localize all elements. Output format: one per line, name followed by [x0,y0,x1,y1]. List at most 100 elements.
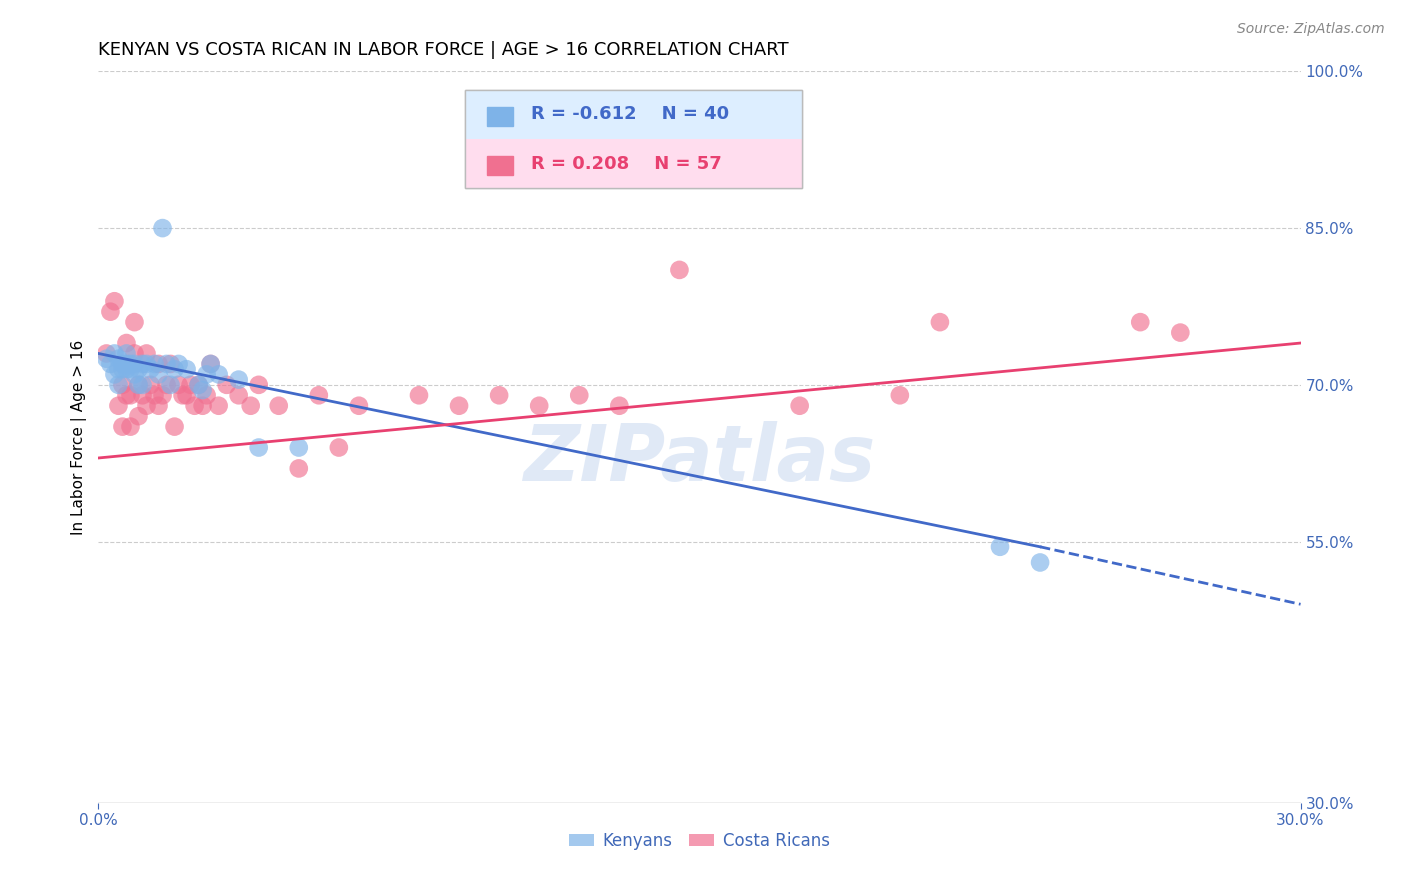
Point [288,461,311,475]
Point [200,357,222,371]
Point [120,357,142,371]
Point [100,304,122,318]
Point [148,399,170,413]
Point [107,399,129,413]
Point [408,388,430,402]
Point [111,419,134,434]
Point [668,263,690,277]
Text: KENYAN VS COSTA RICAN IN LABOR FORCE | AGE > 16 CORRELATION CHART: KENYAN VS COSTA RICAN IN LABOR FORCE | A… [98,41,789,59]
Point [167,377,190,392]
Point [176,362,198,376]
Point [128,409,150,424]
Point [111,357,134,371]
Point [131,388,153,402]
Text: Source: ZipAtlas.com: Source: ZipAtlas.com [1237,22,1385,37]
Point [187,377,209,392]
Point [155,377,177,392]
Point [347,399,370,413]
Point [200,357,222,371]
Point [107,362,129,376]
Point [124,315,146,329]
Point [111,362,134,376]
Point [195,368,218,382]
Point [988,540,1011,554]
Point [288,441,311,455]
Point [103,346,125,360]
Point [929,315,952,329]
Point [889,388,911,402]
Point [131,377,153,392]
Text: R = -0.612    N = 40: R = -0.612 N = 40 [531,105,730,123]
Point [1129,315,1152,329]
FancyBboxPatch shape [486,106,513,126]
FancyBboxPatch shape [465,90,801,139]
Point [191,383,214,397]
Point [115,336,138,351]
Point [183,399,205,413]
Point [128,362,150,376]
Point [609,399,631,413]
Point [131,357,153,371]
Point [709,148,731,162]
Point [159,357,181,371]
Point [124,357,146,371]
Point [488,388,510,402]
Point [163,362,186,376]
Point [187,377,209,392]
Y-axis label: In Labor Force | Age > 16: In Labor Force | Age > 16 [72,340,87,534]
Point [789,399,811,413]
Point [120,362,142,376]
Point [239,399,262,413]
FancyBboxPatch shape [465,90,801,188]
Point [152,221,174,235]
Point [135,346,157,360]
Point [1029,556,1052,570]
FancyBboxPatch shape [486,156,513,175]
Point [128,377,150,392]
Point [120,388,142,402]
Point [172,388,194,402]
Point [208,399,231,413]
Point [159,377,181,392]
Point [152,388,174,402]
Point [180,377,202,392]
Point [135,357,157,371]
Point [115,388,138,402]
Point [143,357,166,371]
Point [155,357,177,371]
Point [195,388,218,402]
Point [208,368,231,382]
Point [96,351,118,366]
Point [308,388,330,402]
Point [176,388,198,402]
Text: R = 0.208    N = 57: R = 0.208 N = 57 [531,154,721,173]
Point [103,368,125,382]
Point [228,373,250,387]
Point [568,388,591,402]
Point [120,419,142,434]
FancyBboxPatch shape [465,139,801,188]
Point [124,368,146,382]
Point [447,399,470,413]
Point [267,399,290,413]
Point [115,357,138,371]
Point [96,346,118,360]
Point [139,362,162,376]
Point [135,399,157,413]
Point [1170,326,1192,340]
Text: ZIPatlas: ZIPatlas [523,421,876,497]
Point [143,388,166,402]
Point [124,346,146,360]
Point [103,294,125,309]
Point [148,368,170,382]
Point [228,388,250,402]
Point [529,399,551,413]
Point [115,362,138,376]
Point [247,377,270,392]
Point [148,357,170,371]
Point [247,441,270,455]
Point [163,419,186,434]
Point [139,377,162,392]
Point [128,377,150,392]
Point [215,377,238,392]
